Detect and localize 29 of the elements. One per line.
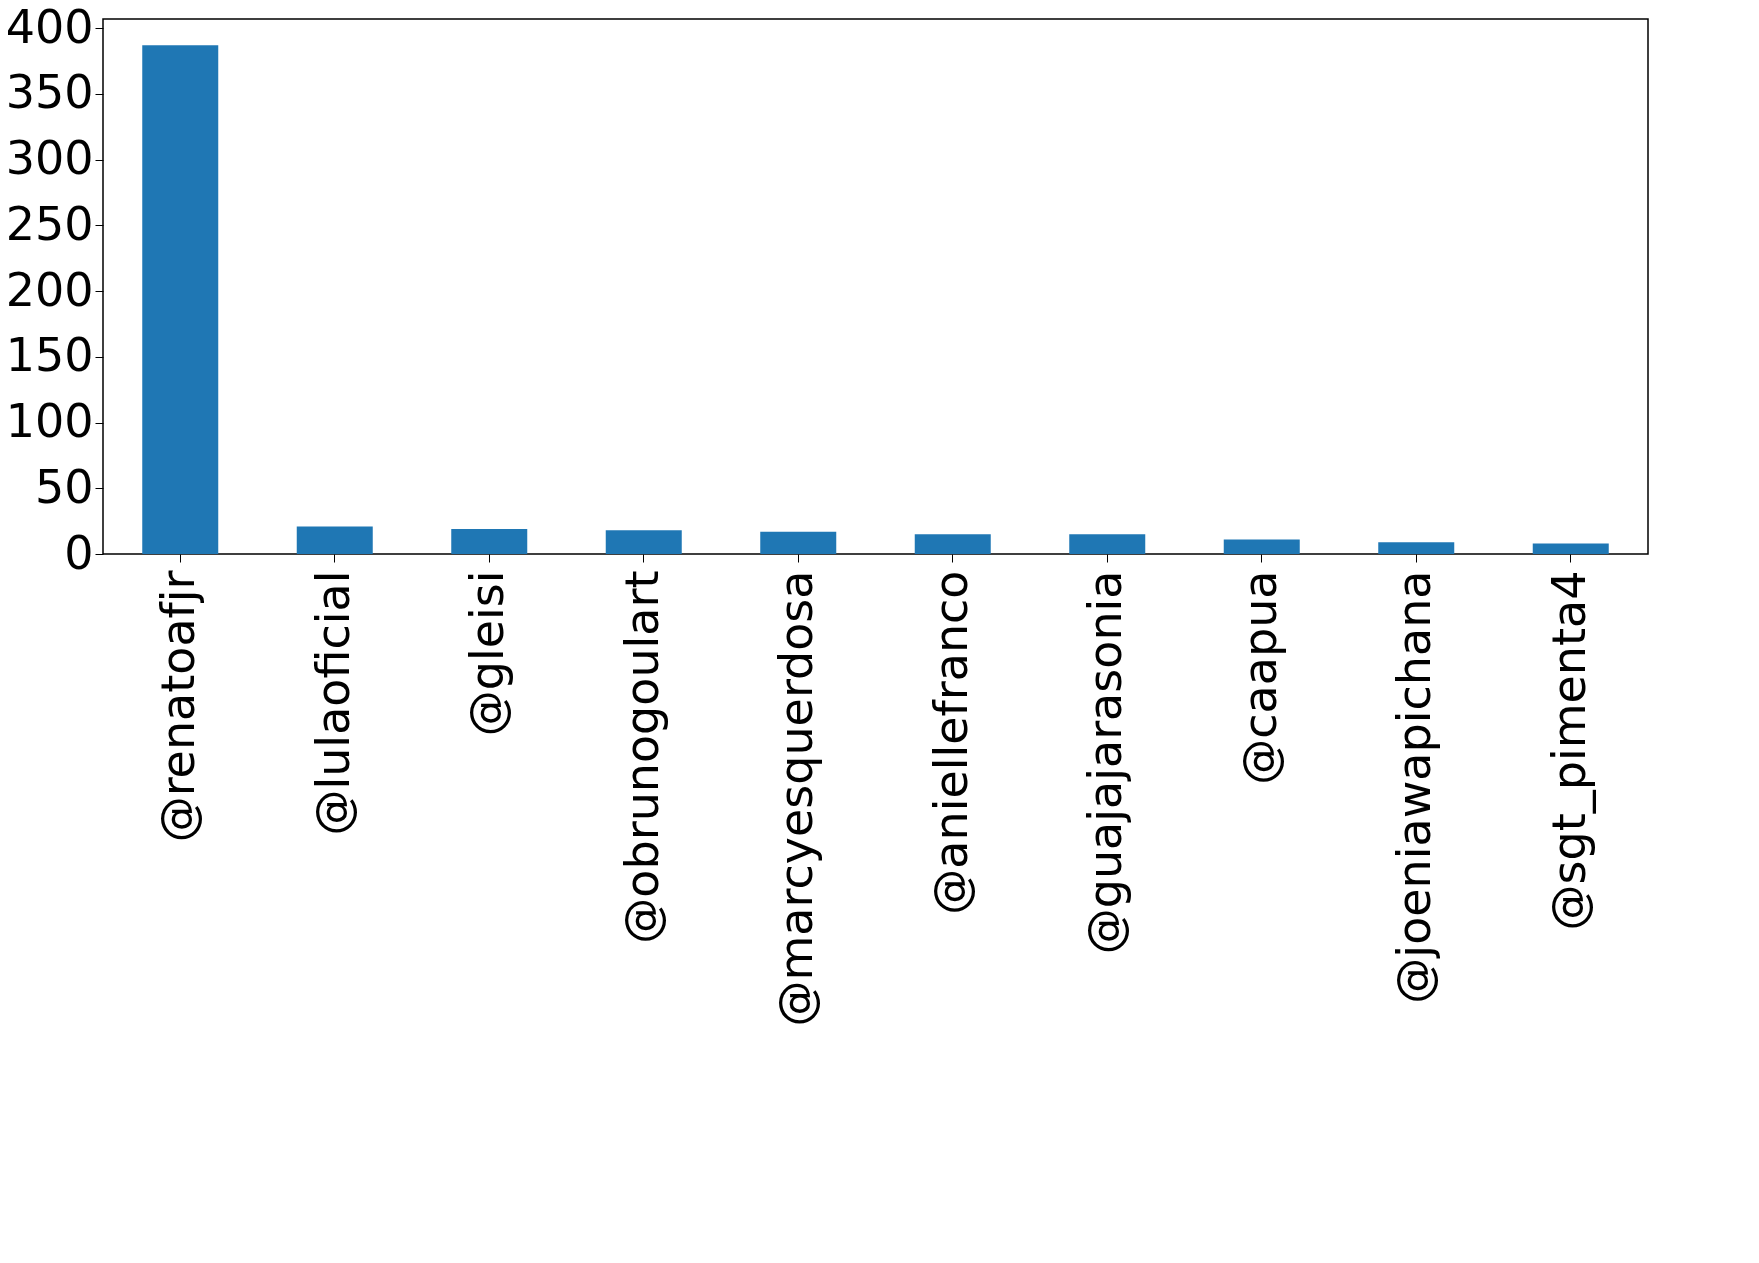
x-tick-label: @aniellefranco [923,570,978,915]
x-tick-label: @renatoafjr [151,570,206,843]
y-tick-label: 100 [5,394,94,449]
bar [142,45,219,554]
bar [914,534,991,554]
bar [296,526,373,554]
y-tick-label: 150 [5,328,94,383]
bar [1223,539,1300,554]
y-tick-label: 400 [5,0,94,54]
x-tick-label: @sgt_pimenta4 [1541,570,1596,931]
bar [1378,542,1455,554]
y-tick-label: 50 [34,459,94,514]
y-tick-label: 250 [5,196,94,251]
x-tick-label: @gleisi [460,570,515,737]
x-tick-label: @caapua [1232,570,1287,785]
bar [451,529,528,554]
y-tick-label: 350 [5,65,94,120]
bar [605,530,682,554]
bar [760,531,837,554]
y-tick-label: 300 [5,131,94,186]
x-tick-label: @lulaoficial [305,570,360,836]
y-tick-label: 0 [64,525,94,580]
bar [1532,543,1609,554]
x-tick-label: @marcyesquerdosa [769,570,824,1027]
x-tick-label: @joeniawapichana [1387,570,1442,1004]
y-tick-label: 200 [5,262,94,317]
x-tick-label: @obrunogoulart [614,570,669,944]
x-tick-label: @guajajarasonia [1078,570,1133,955]
bar [1069,534,1146,554]
